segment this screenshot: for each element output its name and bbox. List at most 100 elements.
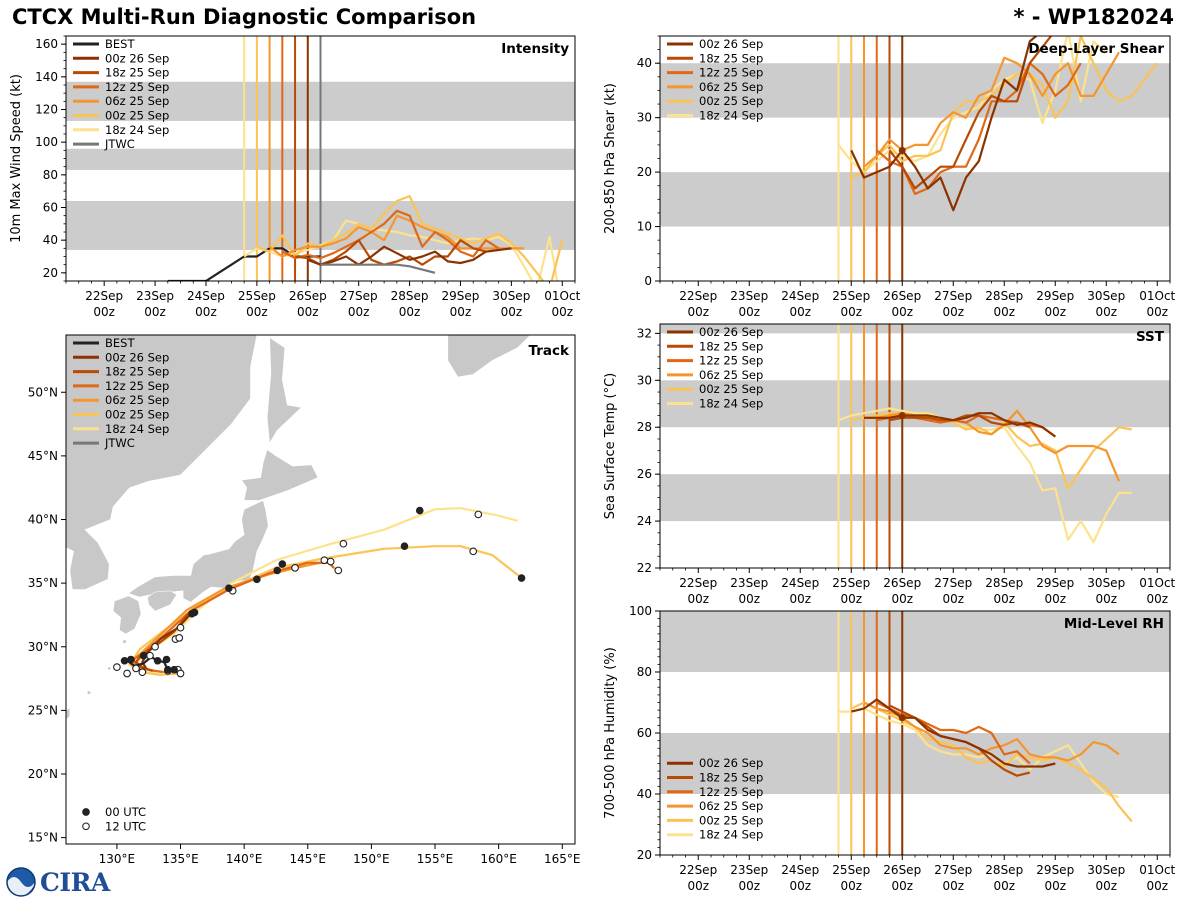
rh-xtick-hour-label: 00z (1044, 879, 1066, 893)
track-title: Track (529, 343, 570, 359)
sst-frame (659, 323, 1171, 569)
intensity-xtick-hour-label: 00z (297, 305, 319, 319)
rh-ytick-label: 40 (637, 787, 652, 801)
track-marker-12utc (474, 510, 483, 519)
intensity-xtick-hour-label: 00z (501, 305, 523, 319)
sst-xtick-hour-label: 00z (942, 592, 964, 606)
rh-xtick-hour-label: 00z (840, 879, 862, 893)
track-legend-label-18z-25-sep: 18z 25 Sep (105, 365, 169, 379)
shear-ylabel: 200-850 hPa Shear (kt) (603, 83, 618, 234)
track-marker-12utc (123, 669, 131, 678)
sst-ytick-label: 22 (637, 561, 652, 575)
rh-legend-label-00z-25-sep: 00z 25 Sep (699, 813, 763, 827)
rh-xtick-hour-label: 00z (942, 879, 964, 893)
track-marker-12utc (469, 547, 478, 556)
track-marker-00utc (120, 656, 129, 665)
intensity-xtick-day-label: 25Sep (238, 289, 276, 303)
shear-xtick-hour-label: 00z (687, 305, 709, 319)
intensity-xtick-day-label: 23Sep (136, 289, 174, 303)
shear-xtick-day-label: 28Sep (985, 289, 1023, 303)
track-xtick-label: 140°E (226, 852, 263, 866)
track-marker-12utc (291, 564, 299, 572)
rh-series-06z-25-sep (863, 701, 1120, 762)
track-frame (65, 334, 576, 845)
rh-xtick-day-label: 27Sep (934, 863, 972, 877)
rh-ylabel: 700-500 hPa Humidity (%) (603, 647, 618, 819)
rh-xtick-hour-label: 00z (789, 879, 811, 893)
intensity-title: Intensity (501, 41, 569, 57)
intensity-xtick-hour-label: 00z (450, 305, 472, 319)
track-marker-legend-label: 00 UTC (105, 805, 146, 819)
sst-xtick-hour-label: 00z (1044, 592, 1066, 606)
sst-legend-label-00z-26-sep: 00z 26 Sep (699, 325, 763, 339)
shear-legend-label-12z-25-sep: 12z 25 Sep (699, 66, 763, 80)
intensity-legend-label-00z-25-sep: 00z 25 Sep (105, 109, 169, 123)
shear-xtick-day-label: 01Oct (1139, 289, 1175, 303)
sst-xtick-hour-label: 00z (993, 592, 1015, 606)
sst-xtick-hour-label: 00z (789, 592, 811, 606)
track-legend-label-00z-26-sep: 00z 26 Sep (105, 350, 169, 364)
shear-ytick-label: 40 (637, 56, 652, 70)
cira-logo: CIRA (4, 866, 110, 898)
track-ytick-label: 15°N (28, 831, 58, 845)
sst-xtick-day-label: 27Sep (934, 576, 972, 590)
intensity-xtick-day-label: 27Sep (340, 289, 378, 303)
shear-xtick-day-label: 27Sep (934, 289, 972, 303)
track-plot-area (66, 335, 531, 720)
rh-xtick-day-label: 30Sep (1087, 863, 1125, 877)
track-marker-00utc (273, 566, 282, 575)
kyushu-island (112, 595, 142, 635)
intensity-ytick-label: 40 (43, 233, 58, 247)
track-marker-12utc (132, 664, 140, 673)
shear-xtick-day-label: 30Sep (1087, 289, 1125, 303)
sst-plot-area (660, 324, 1170, 568)
rh-xtick-day-label: 26Sep (883, 863, 921, 877)
track-legend-label-best: BEST (105, 336, 135, 350)
intensity-ytick-label: 20 (43, 266, 58, 280)
track-ytick-label: 25°N (28, 703, 58, 717)
rh-series-18z-24-sep (838, 707, 1120, 799)
track-marker-legend-symbol (82, 808, 90, 816)
storm-id-label: * - WP182024 (1013, 5, 1174, 29)
sst-ytick-label: 30 (637, 373, 652, 387)
sst-ytick-label: 32 (637, 326, 652, 340)
sst-xtick-hour-label: 00z (738, 592, 760, 606)
intensity-ytick-label: 160 (35, 37, 58, 51)
shear-ytick-label: 10 (637, 220, 652, 234)
track-marker-12utc (176, 623, 185, 632)
sst-xtick-day-label: 29Sep (1036, 576, 1074, 590)
asia-mainland-landmass (66, 335, 258, 590)
track-marker-12utc (334, 566, 343, 575)
shear-xtick-hour-label: 00z (891, 305, 913, 319)
intensity-xtick-day-label: 28Sep (391, 289, 429, 303)
yakushima-islet (122, 640, 127, 644)
rh-band (660, 733, 1170, 794)
rh-legend-label-12z-25-sep: 12z 25 Sep (699, 785, 763, 799)
sst-legend-label-18z-24-sep: 18z 24 Sep (699, 397, 763, 411)
track-xtick-label: 150°E (353, 852, 390, 866)
intensity-ylabel: 10m Max Wind Speed (kt) (9, 74, 24, 243)
shear-series-18z-25-sep (888, 36, 1053, 190)
sst-xtick-hour-label: 00z (687, 592, 709, 606)
track-marker-00utc (278, 560, 287, 568)
intensity-xtick-hour-label: 00z (144, 305, 166, 319)
rh-legend-label-18z-24-sep: 18z 24 Sep (699, 828, 763, 842)
shear-ytick-label: 0 (644, 274, 652, 288)
track-marker-12utc (175, 634, 184, 642)
intensity-ytick-label: 60 (43, 201, 58, 215)
track-marker-00utc (170, 665, 178, 674)
rh-ytick-label: 100 (629, 604, 652, 618)
rh-xtick-day-label: 29Sep (1036, 863, 1074, 877)
rh-legend-label-06z-25-sep: 06z 25 Sep (699, 799, 763, 813)
intensity-ytick-label: 80 (43, 168, 58, 182)
track-marker-00utc (139, 651, 148, 660)
track-legend-label-18z-24-sep: 18z 24 Sep (105, 422, 169, 436)
intensity-series-18z-24-sep (243, 219, 559, 281)
track-marker-12utc (326, 557, 335, 566)
intensity-ytick-label: 140 (35, 70, 58, 84)
shear-current-marker (898, 146, 906, 154)
intensity-legend-label-best: BEST (105, 37, 135, 51)
track-marker-12utc (146, 651, 154, 660)
shear-xtick-hour-label: 00z (840, 305, 862, 319)
intensity-xtick-hour-label: 00z (195, 305, 217, 319)
